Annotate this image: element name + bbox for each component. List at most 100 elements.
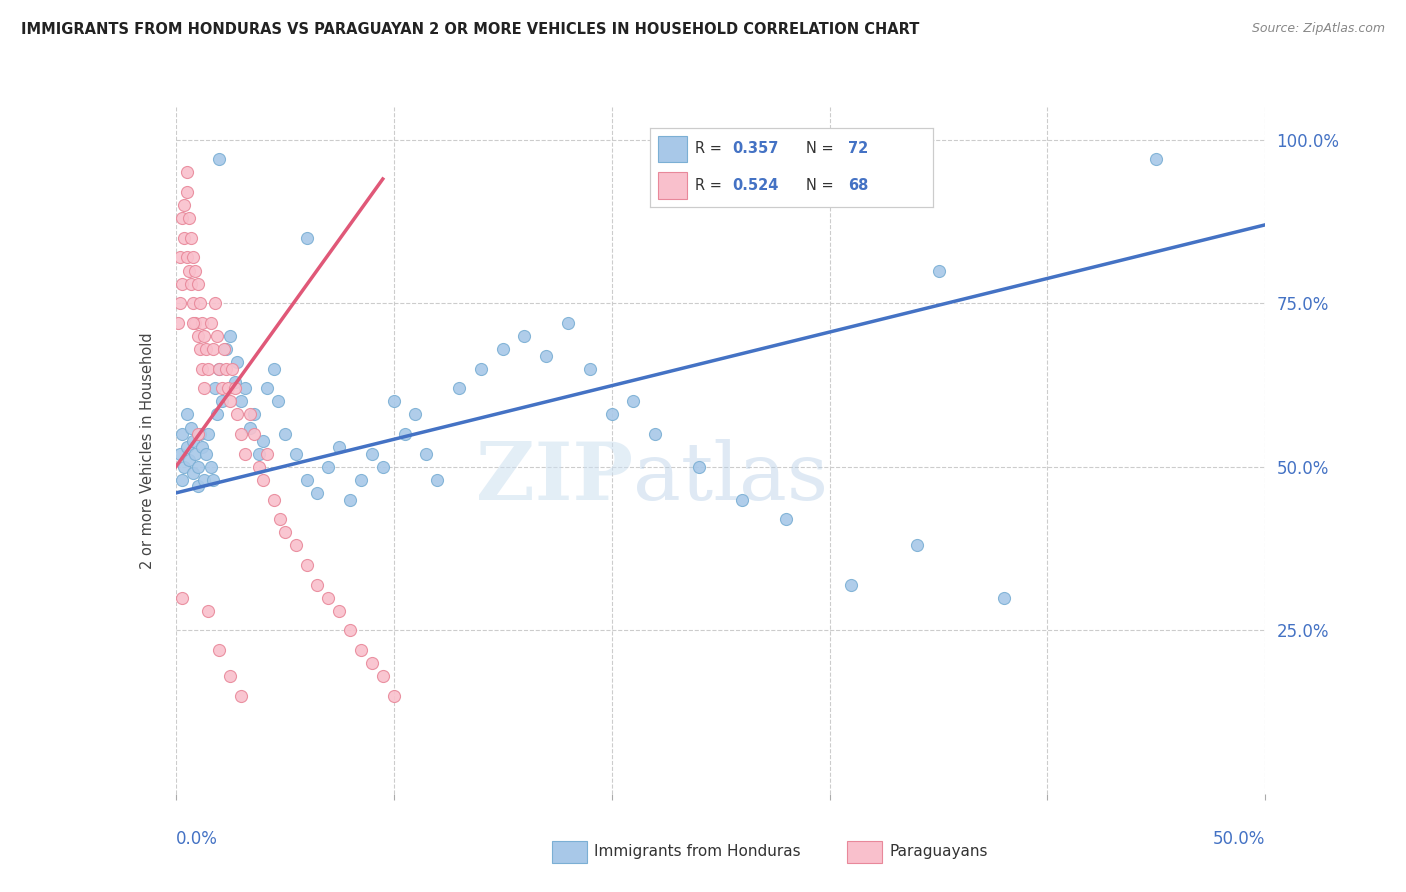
Point	[200, 316, 222, 330]
Point	[405, 408, 427, 422]
Point	[224, 381, 246, 395]
Point	[263, 492, 285, 507]
Text: 0.357: 0.357	[733, 142, 779, 156]
Point	[204, 381, 226, 395]
Point	[426, 473, 449, 487]
Point	[371, 669, 394, 683]
Point	[688, 459, 710, 474]
Point	[579, 361, 602, 376]
FancyBboxPatch shape	[658, 136, 686, 162]
Text: atlas: atlas	[633, 439, 828, 517]
Point	[243, 408, 266, 422]
Point	[204, 296, 226, 310]
Point	[193, 329, 215, 343]
Point	[197, 427, 219, 442]
Text: 72: 72	[848, 142, 869, 156]
Point	[993, 591, 1015, 605]
Point	[252, 434, 274, 448]
Point	[219, 394, 242, 409]
FancyBboxPatch shape	[658, 172, 686, 199]
Text: ZIP: ZIP	[477, 439, 633, 517]
Point	[172, 277, 194, 291]
Point	[256, 447, 278, 461]
Point	[186, 277, 209, 291]
Point	[247, 447, 270, 461]
Text: N =: N =	[806, 178, 838, 193]
Point	[186, 329, 209, 343]
Point	[394, 427, 416, 442]
Text: Paraguayans: Paraguayans	[889, 845, 988, 859]
Point	[173, 231, 195, 245]
Point	[172, 211, 194, 226]
Point	[360, 656, 382, 670]
Point	[360, 447, 382, 461]
Point	[235, 381, 257, 395]
Point	[191, 316, 214, 330]
Point	[905, 538, 928, 552]
Point	[235, 447, 257, 461]
Point	[295, 473, 318, 487]
Point	[169, 447, 191, 461]
Point	[208, 361, 231, 376]
Point	[225, 408, 247, 422]
Point	[328, 604, 350, 618]
Point	[181, 434, 204, 448]
Point	[415, 447, 437, 461]
Point	[177, 453, 200, 467]
Point	[371, 459, 394, 474]
Text: N =: N =	[806, 142, 838, 156]
Point	[224, 375, 246, 389]
Point	[263, 361, 285, 376]
Point	[841, 577, 863, 591]
Point	[231, 689, 253, 703]
Point	[176, 251, 198, 265]
Text: 68: 68	[848, 178, 869, 193]
Point	[252, 473, 274, 487]
Point	[295, 558, 318, 572]
Point	[184, 263, 207, 277]
Point	[181, 251, 204, 265]
Point	[177, 211, 200, 226]
Point	[195, 447, 218, 461]
Point	[197, 604, 219, 618]
Point	[307, 577, 329, 591]
Point	[193, 473, 215, 487]
Point	[176, 440, 198, 454]
Point	[177, 263, 200, 277]
Point	[172, 427, 194, 442]
Point	[274, 427, 297, 442]
Point	[243, 427, 266, 442]
Point	[169, 251, 191, 265]
Point	[295, 231, 318, 245]
Point	[193, 381, 215, 395]
Point	[176, 185, 198, 199]
Text: 50.0%: 50.0%	[1213, 830, 1265, 847]
Point	[307, 486, 329, 500]
Point	[231, 427, 253, 442]
Point	[180, 420, 202, 434]
Point	[176, 408, 198, 422]
Point	[201, 473, 224, 487]
Point	[205, 329, 228, 343]
Point	[775, 512, 797, 526]
Point	[181, 467, 204, 481]
Text: Immigrants from Honduras: Immigrants from Honduras	[593, 845, 800, 859]
Point	[211, 381, 233, 395]
Point	[339, 492, 361, 507]
Point	[217, 381, 239, 395]
Point	[247, 459, 270, 474]
Point	[181, 296, 204, 310]
Point	[172, 591, 194, 605]
Point	[928, 263, 950, 277]
Text: IMMIGRANTS FROM HONDURAS VS PARAGUAYAN 2 OR MORE VEHICLES IN HOUSEHOLD CORRELATI: IMMIGRANTS FROM HONDURAS VS PARAGUAYAN 2…	[21, 22, 920, 37]
Point	[181, 316, 204, 330]
Point	[173, 459, 195, 474]
Point	[212, 342, 235, 356]
Point	[208, 643, 231, 657]
Point	[557, 316, 579, 330]
Point	[197, 361, 219, 376]
Point	[350, 643, 373, 657]
Point	[184, 447, 207, 461]
Point	[269, 512, 291, 526]
Point	[621, 394, 644, 409]
